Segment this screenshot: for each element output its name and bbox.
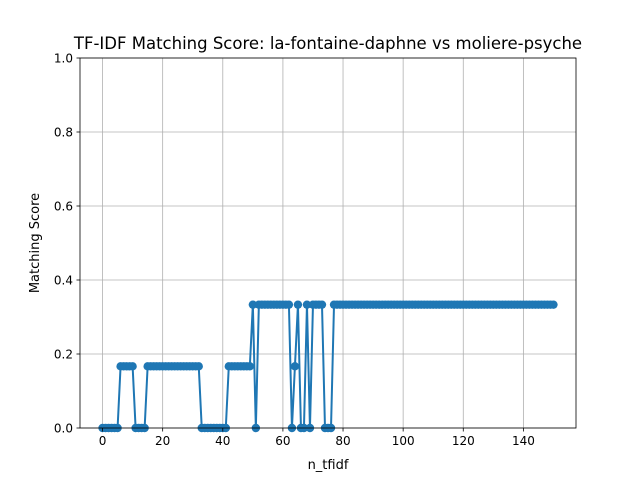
x-tick-label: 0: [99, 434, 107, 448]
data-point: [293, 300, 303, 309]
x-tick-label: 60: [275, 434, 290, 448]
x-tick-label: 20: [155, 434, 170, 448]
y-tick-label: 0.2: [54, 348, 73, 362]
chart-title: TF-IDF Matching Score: la-fontaine-daphn…: [73, 34, 582, 53]
data-point: [284, 300, 294, 309]
y-axis-label: Matching Score: [28, 193, 43, 293]
x-tick-label: 80: [335, 434, 350, 448]
data-point: [317, 300, 327, 309]
x-tick-label: 120: [452, 434, 475, 448]
y-axis-ticks: 0.0 0.2 0.4 0.6 0.8 1.0: [54, 52, 80, 436]
y-tick-label: 1.0: [54, 52, 73, 66]
y-tick-label: 0.8: [54, 126, 73, 140]
y-tick-label: 0.0: [54, 422, 73, 436]
x-tick-label: 40: [215, 434, 230, 448]
data-point: [549, 300, 558, 309]
x-axis-label: n_tfidf: [308, 458, 349, 473]
data-markers: [98, 300, 558, 433]
data-point: [194, 362, 203, 371]
grid: [80, 57, 576, 429]
plot-frame: [79, 57, 577, 429]
data-point: [128, 362, 137, 371]
x-axis-ticks: 0 20 40 60 80 100 120 140: [99, 428, 535, 448]
data-point: [290, 362, 300, 371]
x-tick-label: 140: [512, 434, 535, 448]
y-tick-label: 0.4: [54, 274, 73, 288]
data-point: [245, 362, 255, 371]
x-tick-label: 100: [392, 434, 415, 448]
data-point: [248, 300, 258, 309]
y-tick-label: 0.6: [54, 200, 73, 214]
data-point: [302, 300, 312, 309]
